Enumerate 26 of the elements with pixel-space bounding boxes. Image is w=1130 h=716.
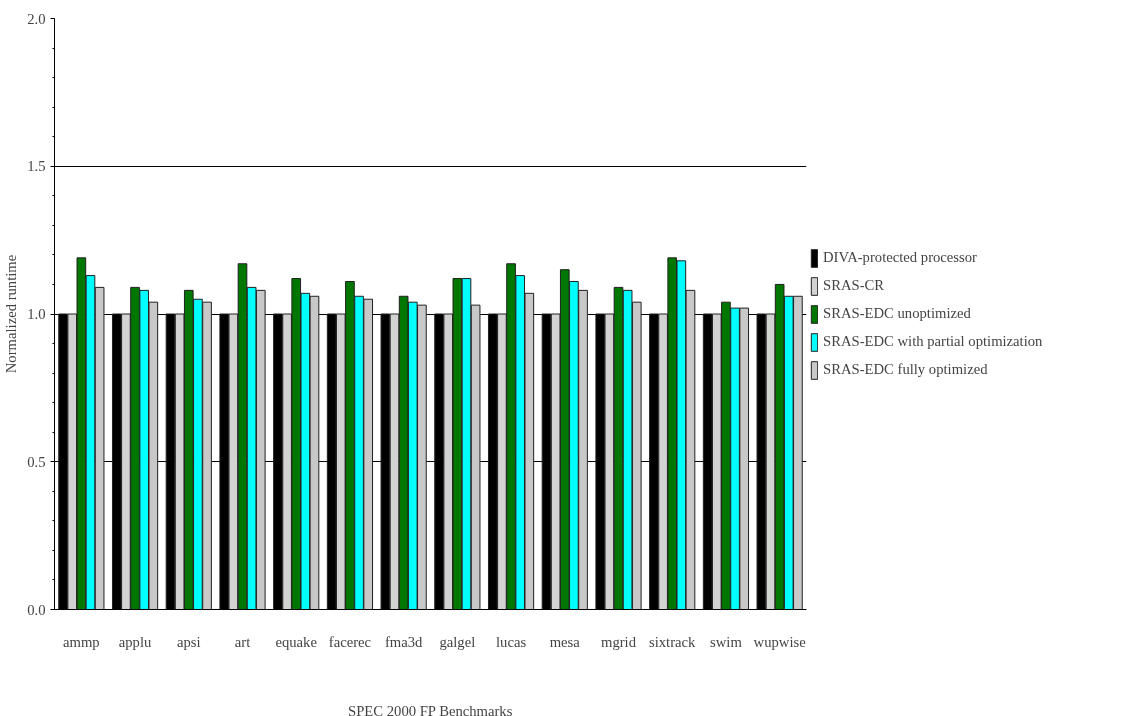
y-tick-label: 1.5 bbox=[27, 158, 46, 175]
x-tick-label: apsi bbox=[176, 633, 201, 650]
x-tick-label: swim bbox=[710, 633, 743, 650]
y-tick-label: 0.5 bbox=[27, 453, 46, 470]
x-tick-label: mesa bbox=[549, 633, 581, 650]
legend-label: SRAS-EDC fully optimized bbox=[823, 361, 988, 378]
x-tick-label: lucas bbox=[496, 633, 527, 650]
x-tick-label: facerec bbox=[328, 633, 372, 650]
y-tick-label: 2.0 bbox=[27, 10, 46, 27]
x-tick-label: art bbox=[234, 633, 251, 650]
x-tick-label: equake bbox=[275, 633, 317, 650]
x-tick-label: mgrid bbox=[601, 633, 637, 650]
x-axis-title: SPEC 2000 FP Benchmarks bbox=[348, 702, 513, 716]
x-tick-label: fma3d bbox=[384, 633, 424, 650]
legend-label: DIVA-protected processor bbox=[823, 249, 977, 266]
x-tick-label: galgel bbox=[439, 633, 476, 650]
x-tick-label: ammp bbox=[63, 633, 100, 650]
y-axis-title: Normalized runtime bbox=[3, 254, 20, 374]
x-tick-label: applu bbox=[118, 633, 153, 650]
y-tick-label: 0.0 bbox=[27, 601, 46, 618]
y-tick-label: 1.0 bbox=[27, 306, 46, 322]
x-tick-label: sixtrack bbox=[649, 633, 697, 650]
legend-label: SRAS-EDC with partial optimization bbox=[823, 333, 1043, 350]
legend-label: SRAS-EDC unoptimized bbox=[823, 305, 971, 322]
legend-label: SRAS-CR bbox=[823, 277, 885, 294]
x-tick-label: wupwise bbox=[753, 633, 806, 650]
